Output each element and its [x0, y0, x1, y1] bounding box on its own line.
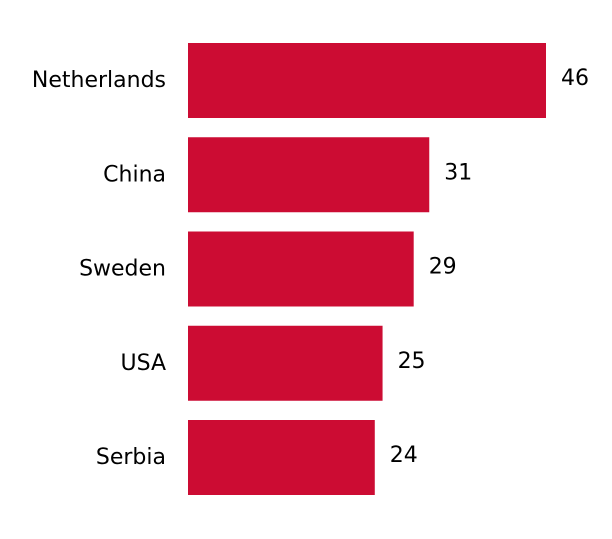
bar-china — [188, 137, 430, 213]
value-label-china: 31 — [444, 160, 472, 185]
bar-serbia — [188, 420, 375, 495]
category-label-china: China — [103, 162, 166, 187]
category-label-serbia: Serbia — [96, 445, 166, 470]
category-label-netherlands: Netherlands — [32, 68, 166, 93]
category-label-usa: USA — [120, 351, 166, 376]
bars-group — [188, 43, 546, 495]
bar-sweden — [188, 231, 414, 307]
bar-usa — [188, 325, 383, 401]
value-label-usa: 25 — [398, 349, 426, 374]
value-label-sweden: 29 — [429, 255, 457, 280]
bar-netherlands — [188, 43, 546, 118]
category-labels: Netherlands China Sweden USA Serbia — [32, 68, 166, 470]
value-label-netherlands: 46 — [561, 66, 589, 91]
value-label-serbia: 24 — [390, 443, 418, 468]
value-labels: 46 31 29 25 24 — [390, 66, 589, 468]
category-label-sweden: Sweden — [79, 257, 166, 282]
